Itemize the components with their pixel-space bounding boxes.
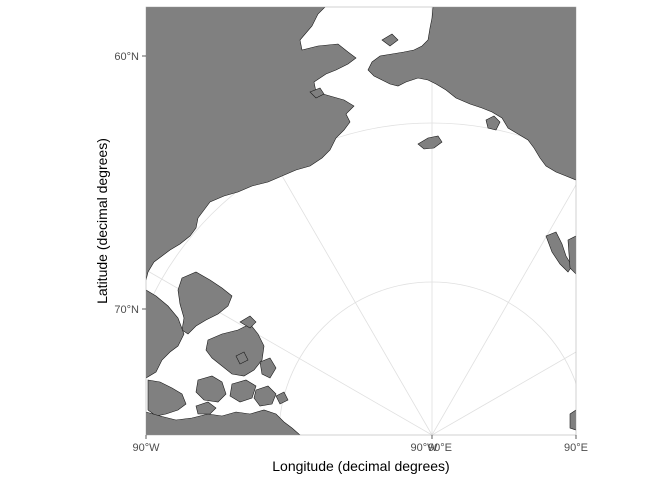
land-masses <box>146 7 576 435</box>
y-tick-labels: 60°N 70°N <box>114 51 139 316</box>
x-axis-title: Longitude (decimal degrees) <box>272 458 449 474</box>
y-tick-label: 70°N <box>114 304 139 316</box>
x-tick-label: 90°W <box>132 442 160 454</box>
land-victoria-island <box>205 323 265 377</box>
land-island <box>309 87 325 99</box>
land-island <box>147 379 187 417</box>
y-axis-title: Latitude (decimal degrees) <box>94 138 110 304</box>
land-island <box>275 391 289 405</box>
panel-border <box>145 6 577 436</box>
land-island <box>229 379 257 403</box>
land-st-lawrence-island <box>417 135 443 150</box>
land-island <box>567 235 576 275</box>
land-island <box>195 375 227 403</box>
x-tick-label-overlap: 90°W <box>410 442 438 454</box>
land-island <box>195 401 217 415</box>
land-banks-island <box>177 271 233 335</box>
x-tick-labels: 90°W 90°W 90°E 90°E <box>132 442 588 454</box>
y-tick-label: 60°N <box>114 51 139 63</box>
land-island <box>259 357 277 379</box>
land-island <box>485 115 501 131</box>
land-island <box>235 351 249 365</box>
x-tick-label: 90°E <box>428 442 452 454</box>
axis-ticks <box>142 55 577 439</box>
land-mainland-coast <box>146 289 185 379</box>
land-island <box>569 409 576 431</box>
land-ellesmere-edge <box>146 409 301 435</box>
x-tick-label: 90°E <box>564 442 588 454</box>
meridian-line <box>431 184 576 435</box>
land-island <box>253 385 277 407</box>
meridian-line <box>431 351 576 435</box>
land-island <box>239 315 257 329</box>
map-panel <box>145 6 577 436</box>
land-north-america <box>146 7 357 281</box>
land-siberia <box>367 7 576 181</box>
land-island <box>381 33 399 47</box>
